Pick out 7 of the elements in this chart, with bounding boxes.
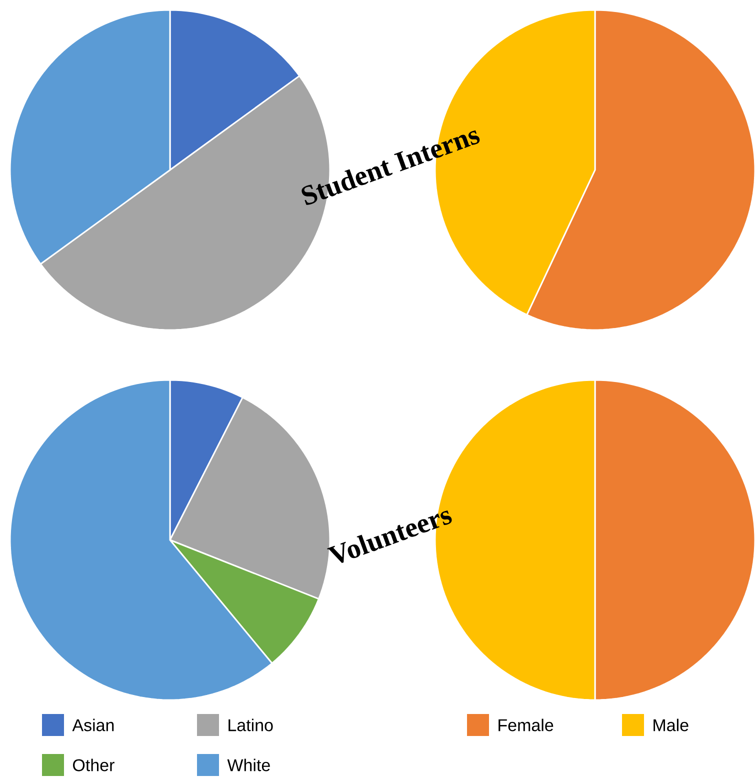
text: Student Interns: [302, 130, 480, 205]
legend-label: Male: [654, 718, 688, 732]
legend-label: Other: [73, 758, 115, 772]
legend-label: White: [227, 758, 270, 772]
legend-label: Female: [498, 718, 554, 732]
legend-label: Latino: [228, 718, 273, 732]
legend-label: Asian: [72, 718, 114, 732]
